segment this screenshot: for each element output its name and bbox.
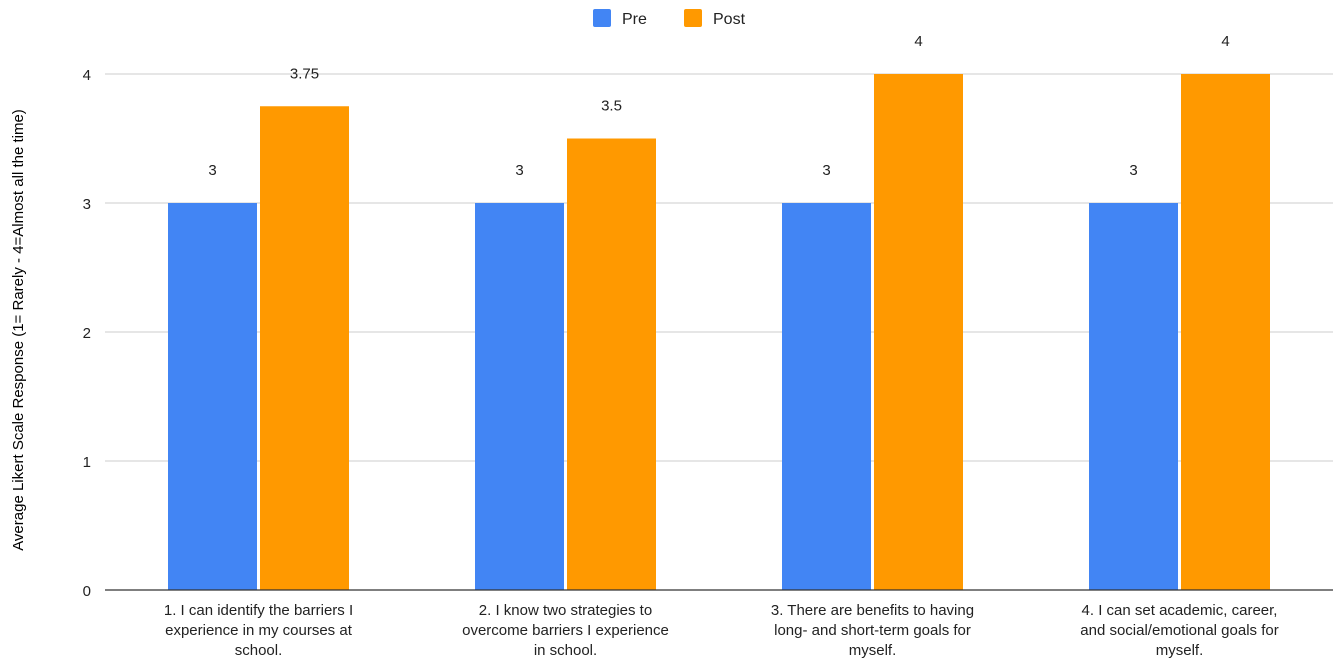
- y-tick-label: 4: [83, 67, 91, 84]
- bar-post: [260, 106, 349, 590]
- data-labels: 3 3.75 3 3.5 3 4 3 4: [208, 33, 1229, 179]
- legend-label: Pre: [622, 11, 647, 28]
- bar-post: [1181, 74, 1270, 590]
- data-label: 3: [208, 162, 216, 179]
- x-tick-label: overcome barriers I experience: [462, 622, 669, 639]
- y-tick-label: 2: [83, 325, 91, 342]
- bar-pre: [168, 203, 257, 590]
- axes: 0 1 2 3 4 1. I can identify the barriers I exp…: [83, 67, 1333, 659]
- bar-post: [874, 74, 963, 590]
- x-tick-label: long- and short-term goals for: [774, 622, 971, 639]
- data-label: 3.75: [290, 65, 319, 82]
- x-tick-label: experience in my courses at: [165, 622, 353, 639]
- x-tick-label: in school.: [534, 642, 597, 659]
- bar-post: [567, 138, 656, 590]
- data-label: 4: [914, 33, 922, 50]
- x-tick-label: myself.: [1156, 642, 1204, 659]
- data-label: 4: [1221, 33, 1229, 50]
- bars: [168, 74, 1270, 590]
- x-tick-label: 3. There are benefits to having: [771, 602, 974, 619]
- data-label: 3: [515, 162, 523, 179]
- x-tick-label: and social/emotional goals for: [1080, 622, 1278, 639]
- y-tick-label: 0: [83, 583, 91, 600]
- bar-pre: [475, 203, 564, 590]
- legend: Pre Post: [593, 9, 746, 28]
- legend-swatch-post: [684, 9, 702, 27]
- legend-swatch-pre: [593, 9, 611, 27]
- data-label: 3.5: [601, 98, 622, 115]
- data-label: 3: [1129, 162, 1137, 179]
- x-tick-label: 1. I can identify the barriers I: [164, 602, 353, 619]
- data-label: 3: [822, 162, 830, 179]
- y-axis-title: Average Likert Scale Response (1= Rarely…: [10, 109, 27, 551]
- x-tick-label: 2. I know two strategies to: [479, 602, 652, 619]
- x-tick-label: school.: [235, 642, 283, 659]
- x-tick-label: myself.: [849, 642, 897, 659]
- x-tick-label: 4. I can set academic, career,: [1082, 602, 1278, 619]
- bar-pre: [1089, 203, 1178, 590]
- legend-label: Post: [713, 11, 746, 28]
- y-tick-label: 1: [83, 454, 91, 471]
- bar-pre: [782, 203, 871, 590]
- y-tick-label: 3: [83, 196, 91, 213]
